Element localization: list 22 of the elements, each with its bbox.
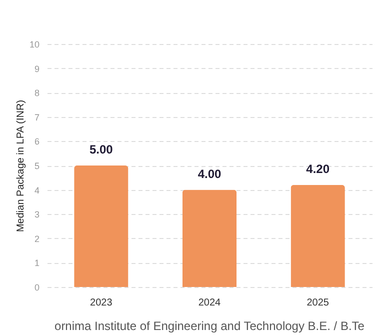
x-tick-label: 2024 — [198, 298, 222, 308]
data-label: 4.00 — [198, 166, 222, 181]
y-axis-title: Median Package in LPA (INR) — [15, 100, 26, 232]
y-tick-label: 8 — [34, 88, 40, 98]
y-tick-label: 6 — [34, 136, 40, 147]
bar — [290, 184, 345, 287]
x-tick-label: 2023 — [90, 298, 113, 308]
x-tick-label: 2025 — [306, 298, 330, 308]
y-tick-label: 7 — [34, 112, 40, 122]
bar — [182, 190, 237, 287]
data-label: 4.20 — [306, 162, 330, 176]
text: ornima Institute of Engineering and Technology B.E. / B.Te — [54, 319, 365, 333]
y-tick-label: 0 — [34, 282, 40, 292]
bar — [74, 166, 128, 287]
y-tick-label: 5 — [34, 161, 40, 171]
y-tick-label: 4 — [34, 185, 40, 196]
y-tick-label: 9 — [34, 64, 40, 74]
y-tick-label: 3 — [34, 210, 40, 220]
y-tick-label: 1 — [34, 258, 40, 268]
y-tick-label: 2 — [34, 234, 40, 244]
data-label: 5.00 — [89, 142, 114, 156]
y-tick-label: 10 — [29, 40, 40, 50]
